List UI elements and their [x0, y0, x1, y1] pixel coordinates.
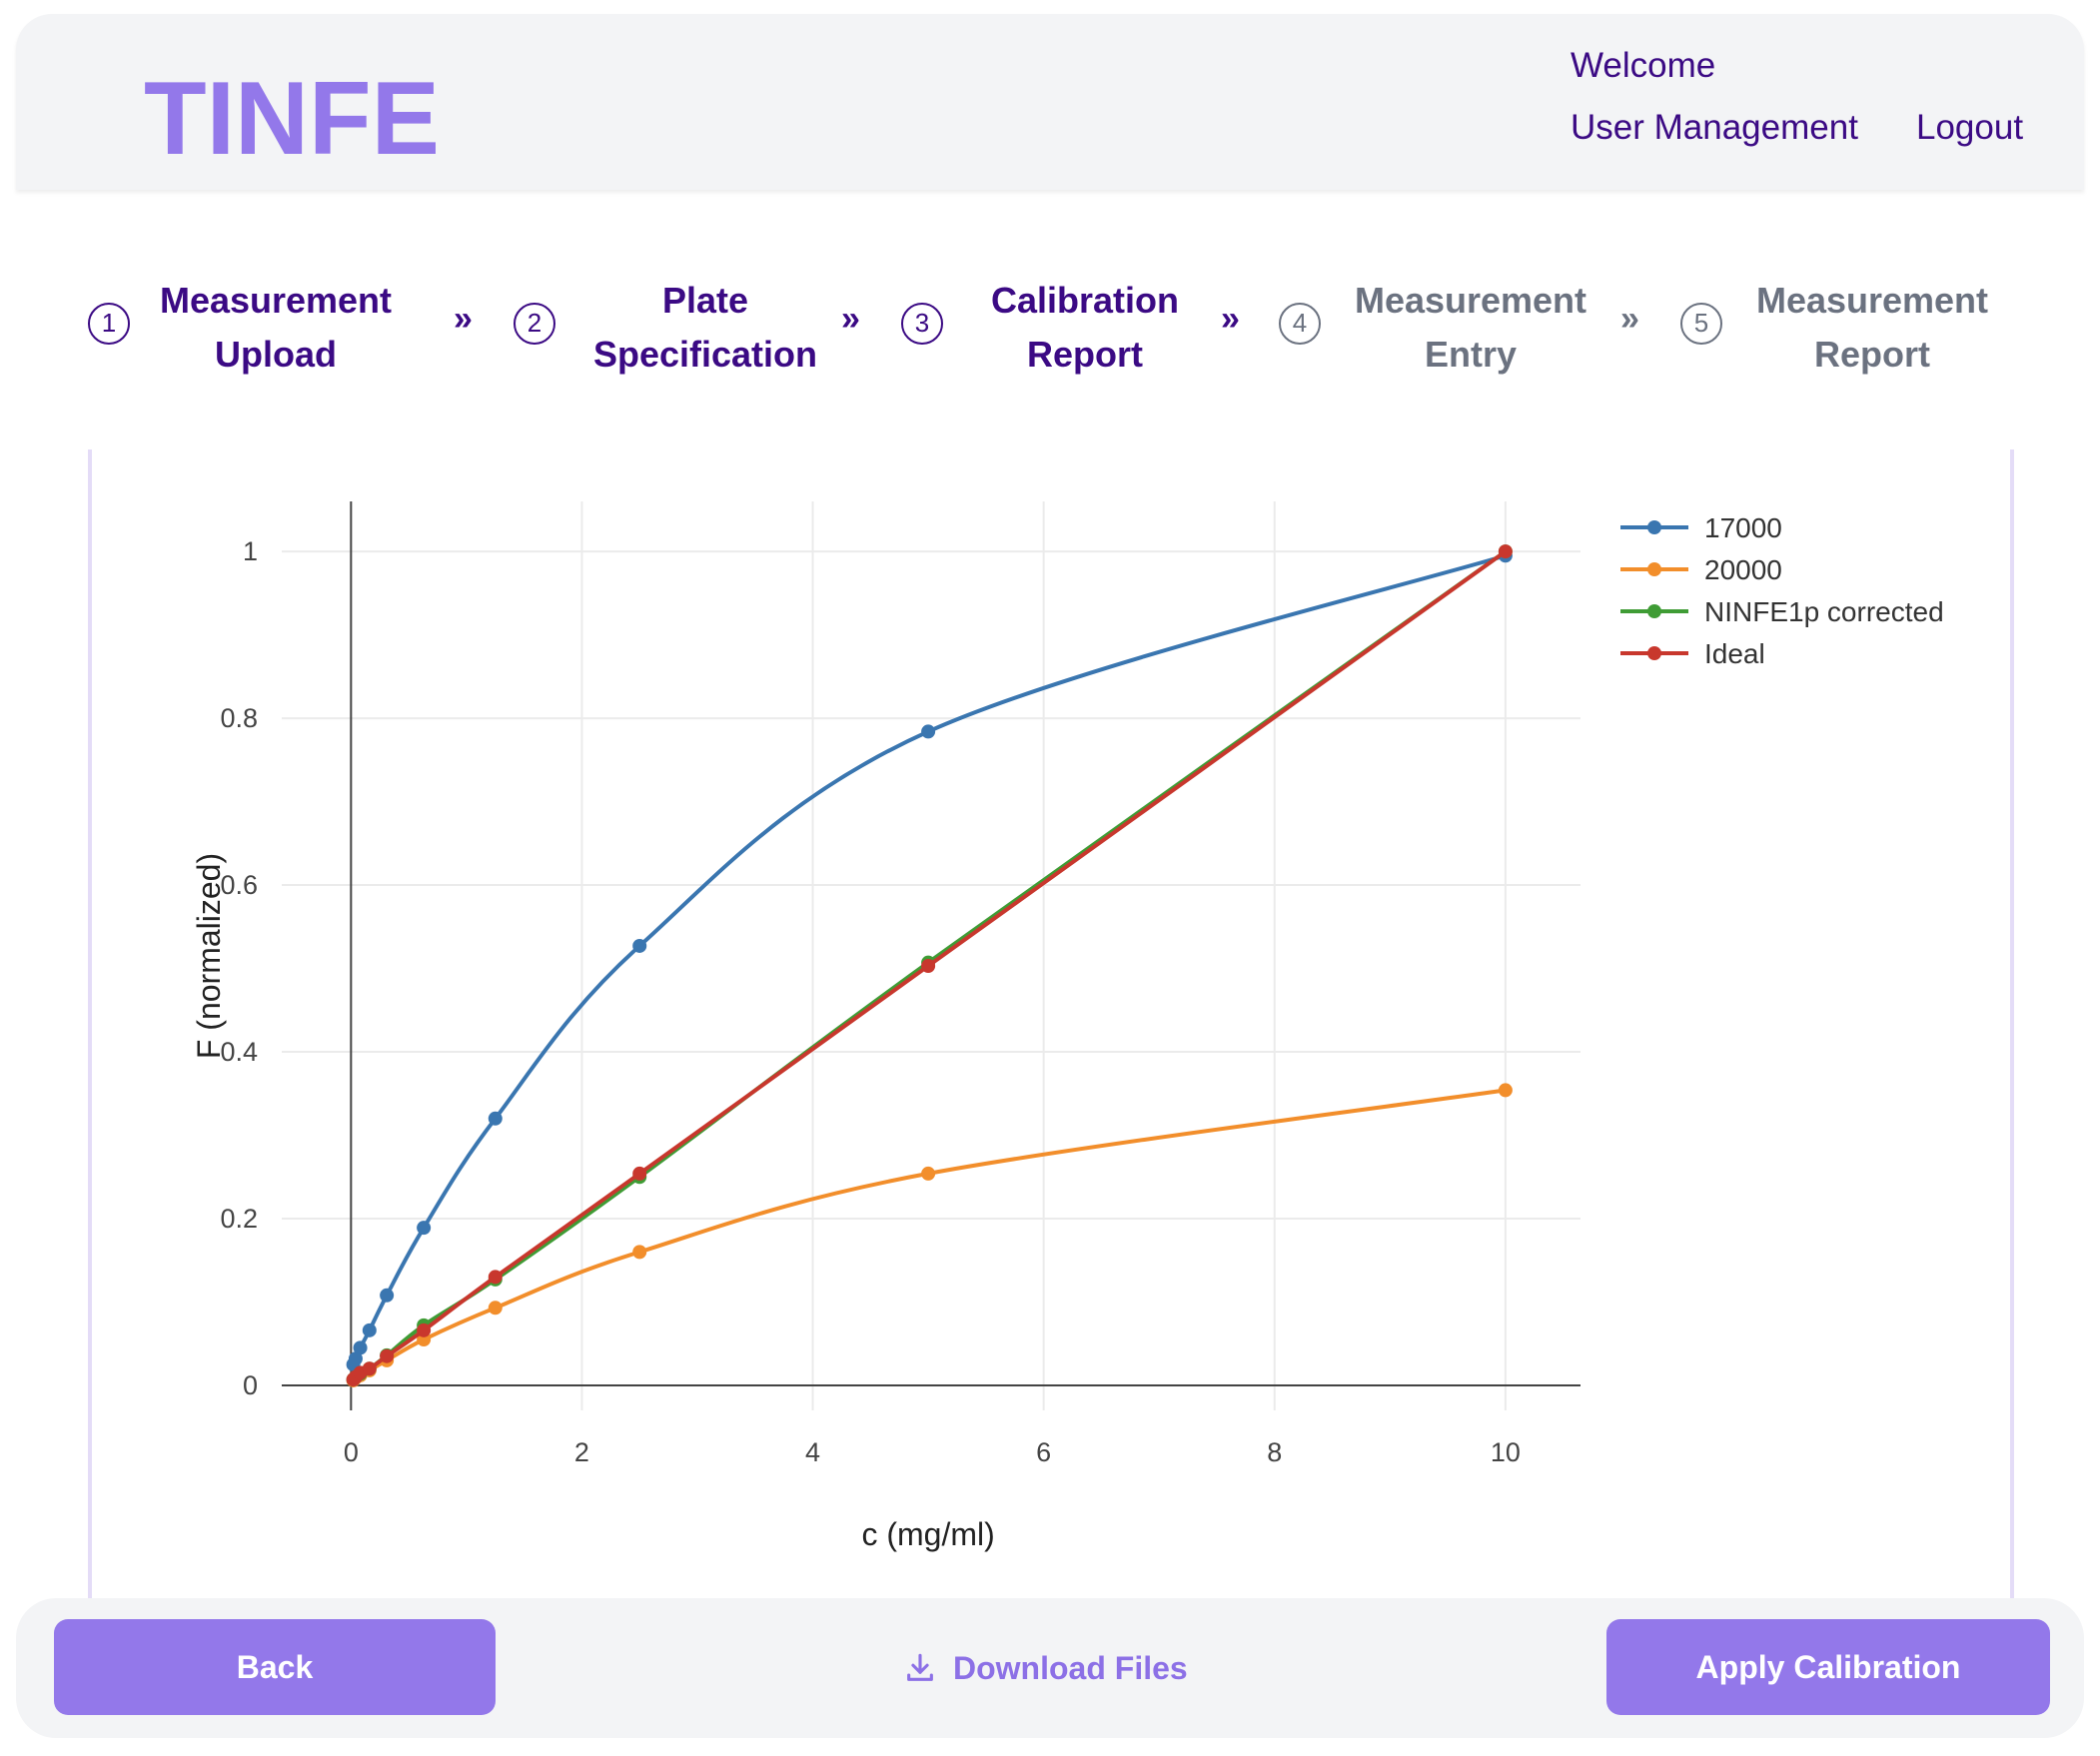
y-axis-label: F (normalized): [191, 853, 227, 1059]
legend-marker: [1647, 520, 1661, 534]
step-number: 5: [1680, 303, 1722, 345]
data-point: [921, 959, 936, 974]
step-separator: »: [454, 300, 473, 338]
data-point: [380, 1288, 395, 1303]
download-icon: [907, 1653, 933, 1681]
step-label: Measurement Upload: [136, 274, 416, 382]
step-label: Measurement Report: [1732, 274, 2012, 382]
data-point: [632, 1245, 647, 1260]
step-label: Measurement Entry: [1331, 274, 1610, 382]
step-label-line2: Upload: [215, 334, 337, 375]
y-tick-label: 0.4: [220, 1037, 258, 1067]
data-point: [488, 1111, 503, 1126]
step-label: Calibration Report: [955, 274, 1215, 382]
step-label-line2: Specification: [592, 334, 818, 375]
data-point: [362, 1361, 377, 1376]
step-separator: »: [1221, 300, 1240, 338]
logout-link[interactable]: Logout: [1916, 108, 2024, 147]
data-point: [417, 1221, 432, 1236]
data-point: [348, 1351, 363, 1366]
x-tick-label: 4: [805, 1437, 820, 1467]
x-tick-label: 8: [1267, 1437, 1282, 1467]
step-label-line1: Measurement: [1354, 280, 1587, 321]
step-label-line1: Measurement: [159, 280, 393, 321]
x-tick-label: 10: [1491, 1437, 1521, 1467]
data-point: [380, 1348, 395, 1363]
user-management-link[interactable]: User Management: [1571, 108, 1858, 147]
data-point: [921, 724, 936, 739]
step-label-line2: Entry: [1424, 334, 1518, 375]
data-point: [353, 1340, 368, 1355]
download-files-label: Download Files: [953, 1649, 1188, 1686]
step-number: 1: [88, 303, 130, 345]
app-logo: TINFE: [144, 66, 440, 162]
legend-marker: [1647, 646, 1661, 660]
legend-entry: NINFE1p corrected: [1704, 596, 1944, 627]
data-point: [632, 938, 647, 953]
legend-marker: [1647, 562, 1661, 576]
calibration-chart[interactable]: 0 2 4 6 8 10 0 0.2 0.4 0.6 0.8 1 c (mg/ml) F (normali…: [92, 451, 2000, 1596]
step-label-line1: Measurement: [1755, 280, 1989, 321]
y-tick-label: 0.6: [220, 870, 258, 900]
step-number: 4: [1279, 303, 1321, 345]
data-point: [921, 1166, 936, 1181]
y-tick-label: 0.8: [220, 703, 258, 733]
data-point: [1498, 544, 1513, 559]
step-label: Plate Specification: [565, 274, 845, 382]
data-point: [362, 1322, 377, 1337]
legend-entry: 20000: [1704, 554, 1782, 585]
y-tick-label: 1: [243, 536, 258, 566]
app-logo-text: TINFE: [144, 66, 440, 162]
step-number: 3: [901, 303, 943, 345]
legend-entry: 17000: [1704, 512, 1782, 543]
welcome-text: Welcome: [1571, 46, 1716, 85]
data-point: [1498, 1083, 1513, 1098]
data-point: [417, 1322, 432, 1337]
data-point: [488, 1301, 503, 1316]
step-label-line1: Plate: [661, 280, 749, 321]
x-axis-label: c (mg/ml): [861, 1516, 994, 1552]
apply-calibration-button[interactable]: Apply Calibration: [1606, 1619, 2050, 1715]
data-point: [632, 1166, 647, 1181]
step-number: 2: [514, 303, 555, 345]
step-separator: »: [841, 300, 860, 338]
y-tick-label: 0.2: [220, 1204, 258, 1234]
x-tick-label: 2: [574, 1437, 589, 1467]
content-panel: [88, 449, 2014, 1598]
legend-entry: Ideal: [1704, 638, 1765, 669]
data-point: [488, 1270, 503, 1285]
step-separator: »: [1620, 300, 1639, 338]
legend-marker: [1647, 604, 1661, 618]
x-tick-label: 0: [344, 1437, 359, 1467]
x-tick-label: 6: [1036, 1437, 1051, 1467]
y-tick-label: 0: [243, 1370, 258, 1400]
app-header: TINFE: [16, 14, 2084, 190]
step-label-line1: Calibration: [990, 280, 1179, 321]
download-files-button[interactable]: Download Files: [903, 1638, 1188, 1698]
back-button[interactable]: Back: [54, 1619, 496, 1715]
series-line-20000: [352, 1088, 1507, 1382]
step-label-line2: Report: [1027, 334, 1143, 375]
step-label-line2: Report: [1814, 334, 1930, 375]
